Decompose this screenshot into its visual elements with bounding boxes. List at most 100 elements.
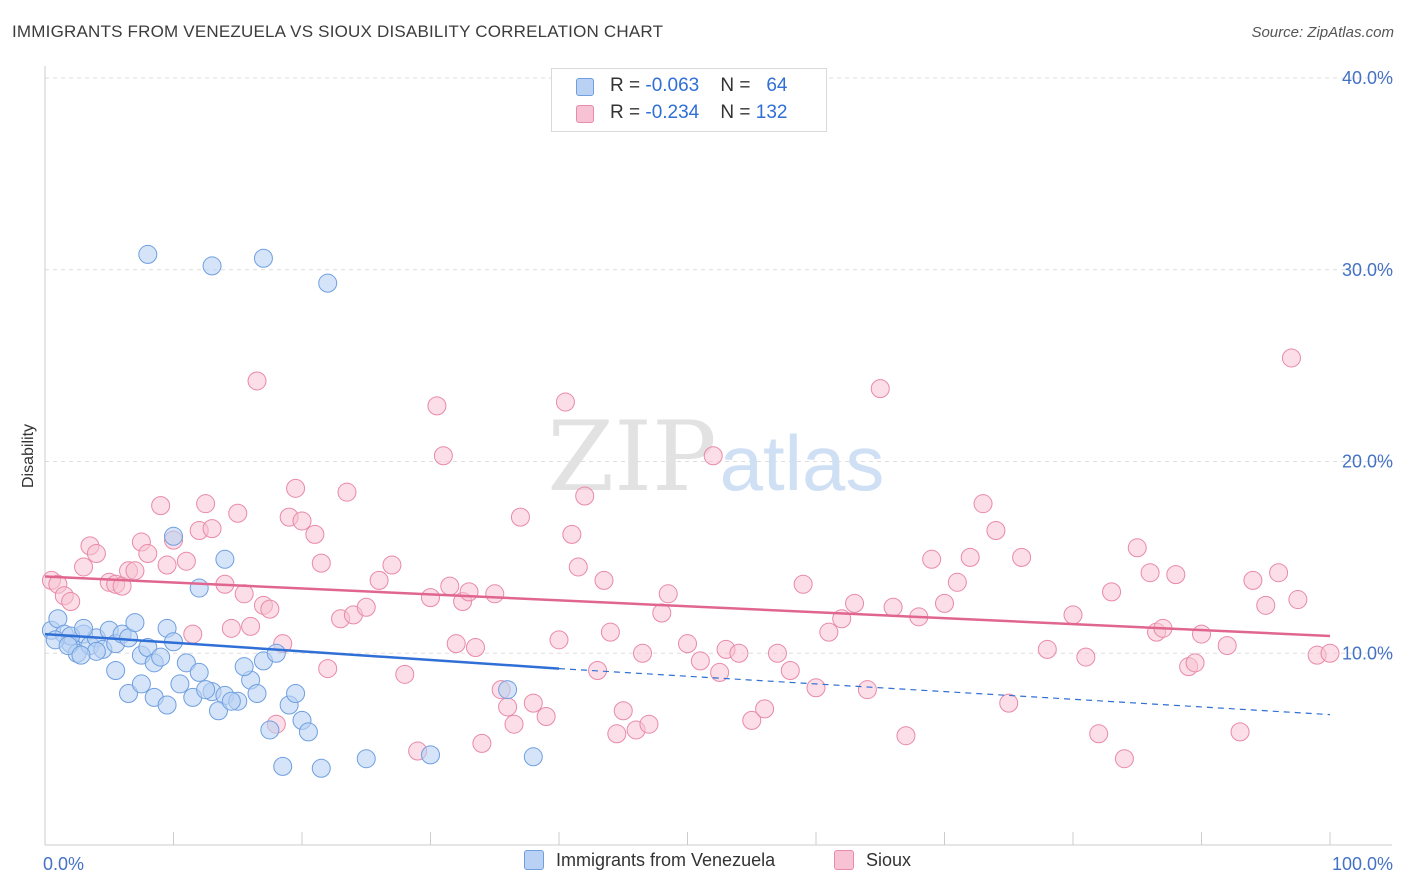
sioux-point xyxy=(1166,565,1186,585)
sioux-point xyxy=(767,643,787,663)
sioux-point xyxy=(228,503,248,523)
venezuela-point xyxy=(356,749,376,769)
legend-r-label: R = xyxy=(610,75,646,96)
sioux-point xyxy=(1102,582,1122,602)
sioux-point xyxy=(690,651,710,671)
sioux-point xyxy=(305,524,325,544)
sioux-point xyxy=(86,544,106,564)
sioux-point xyxy=(594,570,614,590)
sioux-point xyxy=(395,664,415,684)
sioux-point xyxy=(125,561,145,581)
venezuela-point xyxy=(157,695,177,715)
sioux-point xyxy=(1185,653,1205,673)
sioux-point xyxy=(1217,636,1237,656)
legend-r-value: -0.234 xyxy=(645,102,700,123)
sioux-trend-line xyxy=(44,575,1331,638)
legend-n-value: 64 xyxy=(766,75,788,96)
axes xyxy=(44,66,1392,846)
venezuela-point xyxy=(273,756,293,776)
sioux-point xyxy=(896,726,916,746)
bottom-legend-label-venezuela: Immigrants from Venezuela xyxy=(556,850,776,870)
sioux-point xyxy=(1320,643,1340,663)
venezuela-point xyxy=(176,653,196,673)
sioux-point xyxy=(870,379,890,399)
legend-r-value: -0.063 xyxy=(645,75,700,96)
bottom-legend-label-sioux: Sioux xyxy=(866,850,912,870)
sioux-point xyxy=(845,593,865,613)
venezuela-point xyxy=(74,618,94,638)
legend-swatch-blue xyxy=(576,78,594,96)
sioux-point xyxy=(703,446,723,466)
venezuela-point xyxy=(106,661,126,681)
venezuela-point xyxy=(221,691,241,711)
venezuela-point xyxy=(266,643,286,663)
sioux-point xyxy=(292,511,312,531)
venezuela-point xyxy=(311,758,331,778)
sioux-point xyxy=(613,701,633,721)
venezuela-point xyxy=(498,680,518,700)
venezuela-point xyxy=(125,613,145,633)
venezuela-point xyxy=(260,720,280,740)
sioux-point xyxy=(433,446,453,466)
sioux-point xyxy=(742,710,762,730)
series-venezuela-points xyxy=(41,244,543,778)
venezuela-point xyxy=(71,645,91,665)
sioux-point xyxy=(510,507,530,527)
venezuela-point xyxy=(234,657,254,677)
sioux-point xyxy=(575,486,595,506)
trend-lines xyxy=(44,575,1331,716)
sioux-point xyxy=(986,521,1006,541)
y-tick-label: 30.0% xyxy=(1342,260,1393,280)
sioux-point xyxy=(729,643,749,663)
tick-labels: 10.0% 20.0% 30.0% 40.0% 0.0% 100.0% xyxy=(43,68,1393,874)
venezuela-trend-line xyxy=(44,632,560,670)
sioux-point xyxy=(857,680,877,700)
legend-n-label: N = xyxy=(720,102,756,123)
sioux-point xyxy=(1012,547,1032,567)
sioux-point xyxy=(421,588,440,608)
sioux-point xyxy=(1076,647,1096,667)
sioux-point xyxy=(806,678,826,698)
bottom-legend-sioux: Sioux xyxy=(834,850,911,871)
sioux-point xyxy=(678,634,697,654)
sioux-point xyxy=(600,622,620,642)
sioux-point xyxy=(459,582,479,602)
sioux-point xyxy=(607,724,627,744)
sioux-point xyxy=(793,574,813,594)
legend-swatch-pink xyxy=(576,105,594,123)
sioux-point xyxy=(247,371,267,391)
venezuela-trend-extension xyxy=(558,667,1331,716)
sioux-point xyxy=(157,555,177,575)
venezuela-point xyxy=(189,662,209,682)
venezuela-point xyxy=(151,647,171,667)
y-tick-label: 40.0% xyxy=(1342,68,1393,88)
grid-lines xyxy=(45,77,1392,654)
sioux-point xyxy=(1037,639,1057,659)
sioux-point xyxy=(440,576,460,596)
sioux-point xyxy=(755,699,775,719)
sioux-point xyxy=(1192,624,1211,644)
venezuela-point xyxy=(164,526,183,546)
y-tick-label: 20.0% xyxy=(1342,452,1393,472)
venezuela-point xyxy=(523,747,543,767)
venezuela-point xyxy=(138,244,158,264)
sioux-point xyxy=(960,547,980,567)
sioux-point xyxy=(337,482,357,502)
sioux-point xyxy=(1281,348,1301,368)
bottom-legend-venezuela: Immigrants from Venezuela xyxy=(524,850,775,871)
legend-n-label: N = xyxy=(720,75,756,96)
sioux-point xyxy=(780,661,800,681)
sioux-point xyxy=(652,603,672,623)
sioux-point xyxy=(427,396,447,416)
sioux-point xyxy=(1140,563,1160,583)
sioux-point xyxy=(61,591,81,611)
venezuela-point xyxy=(298,722,318,742)
x-tick-label: 100.0% xyxy=(1332,854,1393,874)
venezuela-point xyxy=(196,680,216,700)
sioux-point xyxy=(523,693,543,713)
sioux-point xyxy=(369,570,389,590)
venezuela-point xyxy=(318,273,338,293)
sioux-point xyxy=(311,553,331,573)
sioux-point xyxy=(1114,749,1134,769)
legend-r-label: R = xyxy=(610,102,646,123)
